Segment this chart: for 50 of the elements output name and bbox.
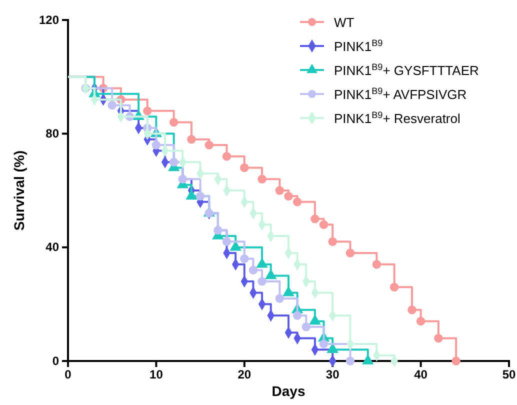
- point: [152, 140, 161, 150]
- point: [390, 282, 399, 292]
- x-tick-label: 40: [414, 368, 428, 382]
- point: [346, 356, 355, 366]
- point: [372, 260, 382, 269]
- point: [275, 186, 284, 195]
- point: [240, 163, 249, 172]
- point: [108, 100, 116, 110]
- point: [408, 305, 416, 314]
- legend-label: PINK1$^{B9}$+ Resveratrol: [334, 110, 460, 126]
- point: [187, 134, 196, 144]
- x-tick-label: 30: [326, 368, 340, 382]
- point: [169, 118, 178, 127]
- y-tick-label: 80: [46, 126, 60, 141]
- point: [319, 220, 328, 229]
- point: [416, 316, 426, 326]
- point: [222, 237, 232, 246]
- point: [204, 140, 214, 150]
- y-axis-title: Survival (%): [11, 150, 27, 231]
- x-tick-label: 50: [502, 368, 516, 382]
- point: [275, 294, 284, 303]
- legend-label: PINK1$^{B9}$+ GYSFTTTAER: [334, 62, 479, 78]
- point: [452, 356, 460, 366]
- point: [248, 266, 258, 274]
- x-tick-label: 10: [150, 368, 164, 382]
- legend-label: PINK1$^{B9}$+ AVFPSIVGR: [334, 86, 467, 102]
- point: [222, 152, 232, 161]
- point: [302, 322, 311, 332]
- x-axis-title: Days: [272, 383, 306, 399]
- point: [169, 158, 178, 166]
- point: [258, 277, 266, 286]
- y-tick-label: 120: [38, 12, 60, 27]
- point: [196, 192, 205, 201]
- point: [292, 311, 302, 320]
- point: [328, 237, 337, 246]
- y-tick-label: 0: [52, 354, 60, 368]
- point: [434, 334, 443, 343]
- point: [284, 192, 293, 201]
- legend-label: WT: [334, 15, 354, 30]
- point: [258, 174, 266, 184]
- legend-label: PINK1$^{B9}$: [334, 38, 383, 54]
- x-tick-label: 20: [238, 368, 252, 382]
- point: [319, 340, 328, 348]
- point: [292, 198, 302, 206]
- point: [143, 106, 152, 116]
- point: [310, 214, 320, 224]
- point: [346, 248, 355, 258]
- y-tick-label: 40: [46, 240, 60, 254]
- x-tick-label: 0: [64, 368, 72, 382]
- point: [240, 254, 249, 264]
